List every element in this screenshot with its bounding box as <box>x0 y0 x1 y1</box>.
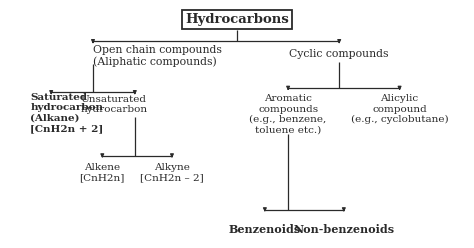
Text: Benzenoids: Benzenoids <box>229 224 301 235</box>
Text: Alicylic
compound
(e.g., cyclobutane): Alicylic compound (e.g., cyclobutane) <box>351 94 448 124</box>
Text: Open chain compounds
(Aliphatic compounds): Open chain compounds (Aliphatic compound… <box>93 45 222 67</box>
Text: Unsaturated
hydrocarbon: Unsaturated hydrocarbon <box>80 95 147 114</box>
Text: Cyclic compounds: Cyclic compounds <box>290 49 389 59</box>
Text: Hydrocarbons: Hydrocarbons <box>185 13 289 26</box>
Text: Alkene
[CnH2n]: Alkene [CnH2n] <box>80 163 125 182</box>
Text: Non-benzenoids: Non-benzenoids <box>293 224 394 235</box>
Text: Aromatic
compounds
(e.g., benzene,
toluene etc.): Aromatic compounds (e.g., benzene, tolue… <box>249 94 327 134</box>
Text: Saturated
hydrocarbon
(Alkane)
[CnH2n + 2]: Saturated hydrocarbon (Alkane) [CnH2n + … <box>30 93 103 133</box>
Text: Alkyne
[CnH2n – 2]: Alkyne [CnH2n – 2] <box>140 163 204 182</box>
